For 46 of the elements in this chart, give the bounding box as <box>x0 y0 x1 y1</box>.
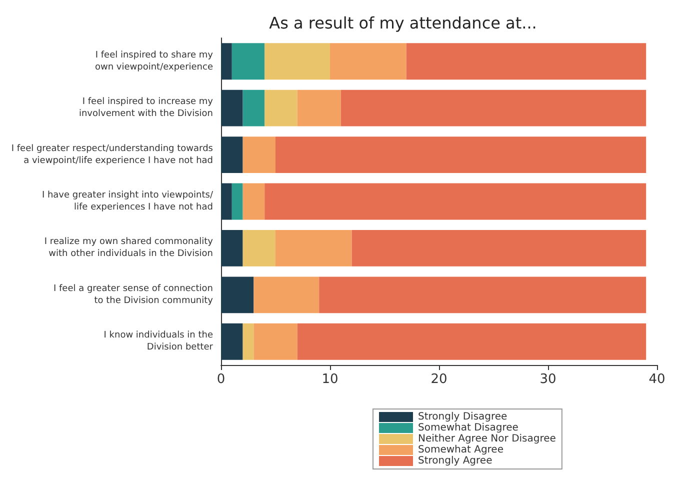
bar <box>221 230 243 266</box>
bar <box>242 230 276 266</box>
chart-title: As a result of my attendance at... <box>269 14 537 32</box>
bar <box>242 136 276 174</box>
bar <box>221 323 243 360</box>
x-tick-label: 40 <box>648 372 666 387</box>
bar <box>232 43 265 80</box>
bar <box>221 136 243 174</box>
legend-label: Somewhat Agree <box>418 444 504 456</box>
bar <box>242 323 254 360</box>
x-tick-label: 30 <box>540 372 556 387</box>
bar <box>254 276 320 314</box>
bar <box>276 136 646 174</box>
legend-label: Strongly Agree <box>418 456 492 466</box>
legend-label: Somewhat Disagree <box>418 422 518 434</box>
y-tick-label: I know individuals in the Division better <box>104 330 214 353</box>
legend-label: Neither Agree Nor Disagree <box>418 434 556 444</box>
bar <box>264 183 646 220</box>
bar <box>221 183 232 220</box>
bar <box>264 43 330 80</box>
y-tick-label: I have greater insight into viewpoints/ life experiences I have not had <box>42 190 214 212</box>
x-tick-label: 0 <box>216 372 226 387</box>
bar <box>264 90 298 126</box>
bar <box>330 43 406 80</box>
bar <box>221 43 232 80</box>
bar <box>406 43 646 80</box>
bar <box>340 90 646 126</box>
bar <box>319 276 646 314</box>
x-tick-label: 20 <box>430 372 448 387</box>
y-tick-label: I feel inspired to share my own viewpoint/experience <box>94 50 214 72</box>
bar <box>254 323 298 360</box>
bar <box>297 90 341 126</box>
bar <box>352 230 646 266</box>
bar <box>221 276 254 314</box>
y-tick-label: I realize my own shared commonality with other individuals in the Division <box>44 237 214 260</box>
bar <box>232 183 243 220</box>
y-tick-label: I feel inspired to increase my involvement with the Division <box>78 97 214 120</box>
bar <box>221 90 243 126</box>
legend-label: Strongly Disagree <box>418 412 508 422</box>
y-tick-label: I feel a greater sense of connection to the Division community <box>53 284 214 306</box>
bar <box>276 230 352 266</box>
bar <box>242 90 265 126</box>
y-tick-label: I feel greater respect/understanding towards a viewpoint/life experience I have not had <box>11 144 214 166</box>
bar <box>297 323 646 360</box>
x-tick-label: 10 <box>322 372 338 387</box>
bar <box>242 183 265 220</box>
